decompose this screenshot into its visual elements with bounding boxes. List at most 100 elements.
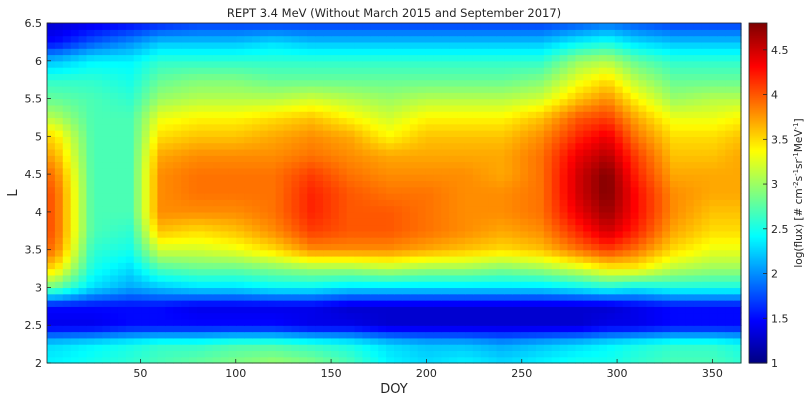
heatmap-cell [62, 325, 72, 333]
heatmap-cell [94, 111, 103, 119]
heatmap-cell [401, 111, 411, 119]
heatmap-cell [267, 243, 277, 251]
heatmap-cell [307, 35, 316, 43]
heatmap-cell [496, 98, 506, 106]
colorbar-segment [749, 311, 767, 314]
heatmap-cell [599, 123, 608, 131]
heatmap-cell [173, 262, 182, 270]
heatmap-cell [528, 268, 537, 276]
x-axis-ticks: 50 100 150 200 250 300 350 [133, 359, 723, 380]
heatmap-cell [717, 23, 726, 30]
heatmap-cell [181, 218, 190, 226]
heatmap-cell [267, 249, 277, 257]
heatmap-cell [173, 268, 182, 276]
heatmap-cell [733, 54, 742, 62]
heatmap-cell [244, 180, 253, 188]
heatmap-cell [291, 98, 300, 106]
heatmap-cell [330, 193, 340, 200]
heatmap-cell [125, 104, 135, 112]
heatmap-cell [599, 48, 608, 56]
heatmap-cell [378, 186, 387, 194]
heatmap-cell [370, 161, 379, 169]
heatmap-cell [386, 136, 395, 144]
heatmap-cell [212, 73, 222, 81]
heatmap-cell [535, 274, 545, 282]
heatmap-cell [433, 123, 442, 131]
heatmap-cell [125, 148, 135, 156]
heatmap-cell [480, 130, 490, 137]
heatmap-cell [614, 255, 624, 263]
heatmap-cell [62, 73, 72, 81]
heatmap-cell [472, 243, 482, 251]
colorbar-segment [749, 273, 767, 276]
heatmap-cell [110, 318, 119, 326]
colorbar-tick-label: 3 [771, 178, 778, 191]
heatmap-cell [307, 161, 316, 169]
heatmap-cell [662, 174, 671, 182]
heatmap-cell [378, 218, 387, 226]
heatmap-cell [244, 142, 253, 150]
heatmap-cell [62, 218, 72, 226]
heatmap-cell [441, 29, 450, 37]
heatmap-cell [117, 356, 127, 364]
heatmap-cell [630, 230, 640, 238]
heatmap-cell [259, 325, 269, 333]
heatmap-cell [354, 85, 364, 93]
heatmap-cell [575, 79, 584, 87]
heatmap-cell [599, 180, 608, 188]
heatmap-cell [157, 255, 166, 263]
colorbar-segment [749, 291, 767, 294]
heatmap-cell [575, 325, 584, 333]
heatmap-cell [220, 117, 229, 125]
heatmap-cell [78, 48, 88, 56]
heatmap-cell [204, 54, 214, 62]
heatmap-cell [346, 230, 356, 238]
heatmap-cell [275, 274, 285, 282]
heatmap-cell [362, 167, 371, 175]
heatmap-cell [670, 104, 679, 112]
heatmap-cell [252, 54, 261, 62]
heatmap-cell [188, 142, 198, 150]
heatmap-cell [654, 255, 663, 263]
heatmap-cell [709, 306, 718, 314]
heatmap-cell [54, 60, 64, 68]
heatmap-cell [54, 23, 64, 30]
heatmap-cell [386, 29, 395, 37]
heatmap-cell [354, 41, 364, 49]
heatmap-cell [102, 199, 111, 207]
heatmap-cell [733, 142, 742, 150]
heatmap-cell [551, 287, 561, 295]
heatmap-cell [394, 73, 403, 81]
heatmap-cell [370, 193, 379, 200]
heatmap-cell [543, 136, 553, 144]
heatmap-cell [244, 243, 253, 251]
heatmap-cell [441, 174, 450, 182]
heatmap-cell [409, 48, 419, 56]
heatmap-cell [94, 312, 103, 320]
heatmap-cell [157, 268, 166, 276]
heatmap-cell [654, 73, 663, 81]
heatmap-cell [283, 48, 293, 56]
heatmap-cell [528, 274, 537, 282]
heatmap-cell [94, 104, 103, 112]
heatmap-cell [330, 199, 340, 207]
heatmap-cell [181, 54, 190, 62]
heatmap-cell [401, 237, 411, 244]
heatmap-cell [346, 312, 356, 320]
heatmap-cell [275, 111, 285, 119]
colorbar-segment [749, 233, 767, 236]
heatmap-cell [386, 142, 395, 150]
heatmap-cell [212, 237, 222, 244]
heatmap-cell [638, 249, 647, 257]
heatmap-cell [599, 350, 608, 358]
heatmap-cell [693, 60, 703, 68]
heatmap-cell [401, 104, 411, 112]
heatmap-cell [362, 350, 371, 358]
heatmap-cell [662, 344, 671, 352]
heatmap-cell [591, 161, 600, 169]
heatmap-cell [70, 117, 80, 125]
heatmap-cell [236, 155, 245, 163]
heatmap-cell [551, 23, 561, 30]
heatmap-cell [504, 262, 513, 270]
heatmap-cell [417, 92, 427, 100]
